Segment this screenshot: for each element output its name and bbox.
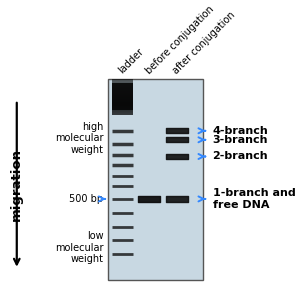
Bar: [112, 91, 133, 93]
Text: before conjugation: before conjugation: [143, 4, 216, 76]
Text: migration: migration: [10, 148, 23, 221]
Bar: [112, 96, 133, 97]
Bar: [112, 99, 133, 100]
Bar: [108, 80, 203, 280]
Bar: [112, 111, 133, 112]
Text: low
molecular
weight: low molecular weight: [55, 231, 103, 264]
Bar: [112, 101, 133, 102]
Bar: [112, 88, 133, 89]
Bar: [112, 82, 133, 83]
Bar: [112, 105, 133, 106]
Bar: [112, 97, 133, 99]
Text: 3-branch: 3-branch: [213, 135, 268, 145]
Bar: [112, 80, 133, 82]
Text: 500 bp: 500 bp: [69, 194, 103, 204]
Text: ladder: ladder: [117, 47, 146, 76]
Bar: [112, 90, 133, 91]
Bar: [112, 113, 133, 114]
Bar: [112, 94, 133, 95]
Text: 2-branch: 2-branch: [213, 151, 268, 161]
Bar: [112, 83, 133, 84]
Text: high
molecular
weight: high molecular weight: [55, 122, 103, 155]
Bar: [112, 109, 133, 111]
Bar: [112, 103, 133, 105]
Bar: [112, 100, 133, 101]
Text: after conjugation: after conjugation: [171, 9, 238, 76]
Bar: [112, 106, 133, 107]
Bar: [112, 89, 133, 90]
Bar: [112, 112, 133, 113]
Bar: [112, 83, 133, 110]
Bar: [112, 93, 133, 94]
Bar: [112, 84, 133, 85]
Text: 4-branch: 4-branch: [213, 126, 268, 136]
Bar: [112, 108, 133, 109]
Bar: [112, 102, 133, 103]
Text: 1-branch and
free DNA: 1-branch and free DNA: [213, 188, 295, 210]
Bar: [112, 114, 133, 115]
Bar: [112, 95, 133, 96]
Bar: [112, 107, 133, 108]
Bar: [112, 87, 133, 88]
Bar: [112, 85, 133, 87]
